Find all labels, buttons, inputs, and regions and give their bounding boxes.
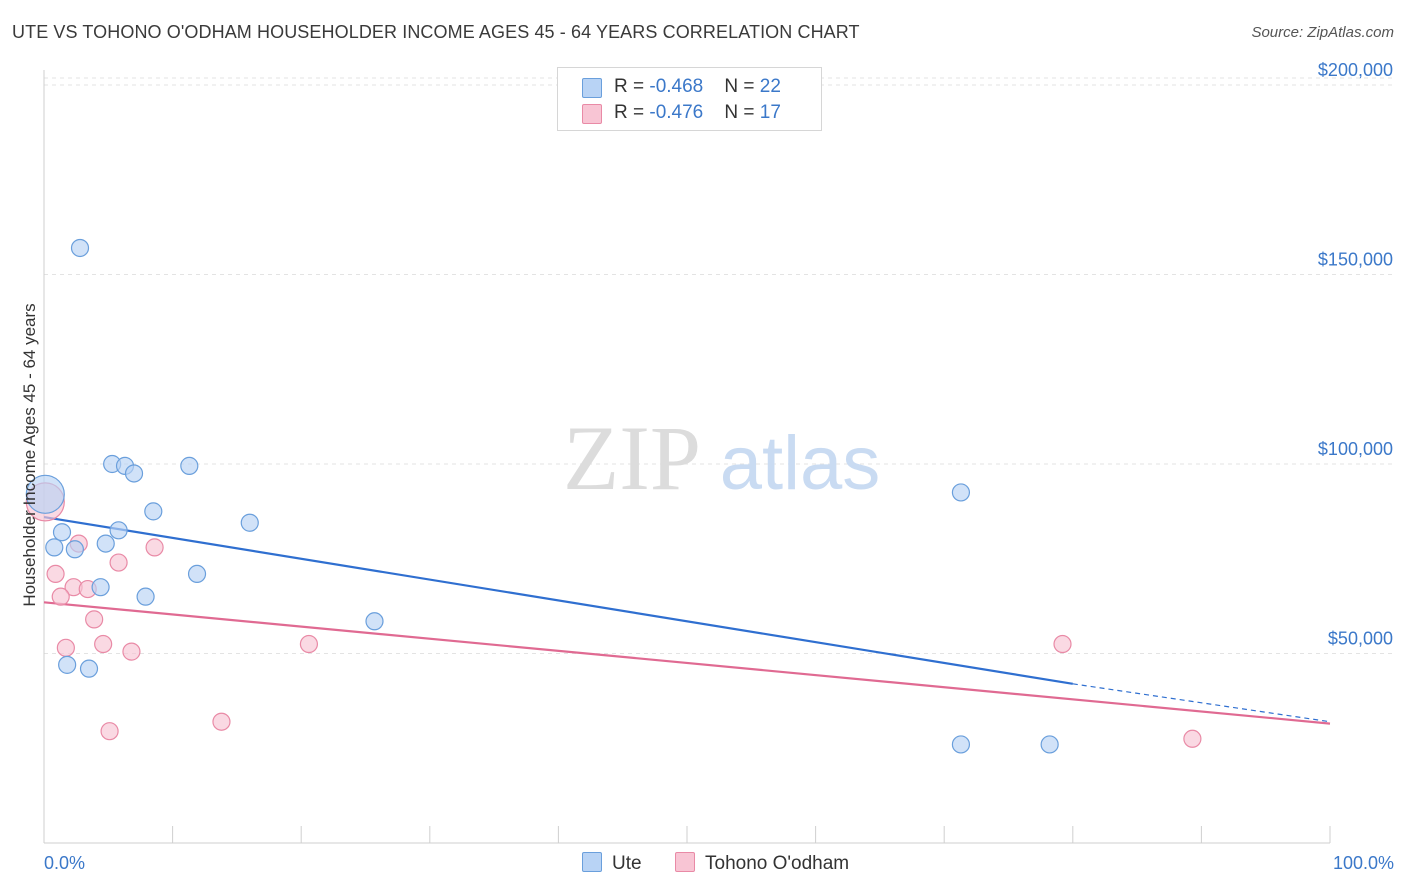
tohono-legend-swatch (675, 852, 695, 872)
tohono-point (100, 722, 119, 741)
tohono-point (1183, 729, 1202, 748)
grid-lines (44, 77, 1394, 654)
tohono-point (51, 587, 70, 606)
watermark-atlas: atlas (720, 421, 881, 506)
ute-point (951, 735, 971, 754)
y-tick-label: $150,000 (1318, 250, 1393, 270)
legend-r-value: -0.476 (649, 102, 704, 123)
tohono-point (46, 564, 65, 584)
legend-r-label: R = (614, 102, 650, 123)
ute-point (365, 612, 384, 631)
tohono-point (212, 712, 231, 731)
x-axis-max-label: 100.0% (1332, 853, 1394, 873)
source-credit: Source: ZipAtlas.com (1251, 24, 1394, 41)
legend-r-label: R = (614, 76, 650, 97)
watermark: ZIP atlas (563, 407, 880, 509)
tohono-swatch (582, 104, 602, 124)
tohono-point (299, 634, 319, 654)
tohono-legend-label: Tohono O'odham (705, 853, 850, 874)
ute-trend-extension (1072, 683, 1331, 723)
tohono-point (122, 642, 141, 661)
ute-point (187, 564, 207, 584)
y-tick-label: $200,000 (1318, 60, 1393, 80)
correlation-legend: R = -0.468 N = 22 R = -0.476 N = 17 (557, 67, 822, 131)
ute-point (144, 502, 163, 521)
y-tick-label: $50,000 (1328, 629, 1393, 649)
ute-point (70, 238, 90, 258)
ute-point (65, 540, 84, 559)
watermark-zip: ZIP (563, 407, 701, 509)
ute-point (45, 538, 64, 557)
legend-n-value: 22 (759, 76, 781, 97)
ute-point (124, 464, 144, 483)
bottom-legend-tohono: Tohono O'odham (675, 852, 849, 875)
ute-point (96, 534, 115, 553)
legend-n-value: 17 (759, 102, 781, 123)
tohono-point (56, 638, 75, 657)
ute-point (25, 474, 65, 514)
ute-point (180, 456, 199, 475)
ute-point (79, 659, 99, 678)
ute-point (136, 587, 155, 606)
y-axis-title: Householder Income Ages 45 - 64 years (20, 303, 39, 606)
x-axis-min-label: 0.0% (44, 853, 86, 873)
ute-legend-swatch (582, 852, 602, 872)
tohono-point (94, 634, 113, 654)
y-tick-label: $100,000 (1318, 439, 1393, 459)
ute-point (91, 578, 110, 597)
ute-trend-line (43, 515, 1073, 685)
ute-swatch (582, 78, 602, 98)
tohono-trend-line (43, 601, 1331, 725)
data-points (25, 238, 1202, 754)
ute-legend-label: Ute (612, 853, 642, 874)
bottom-legend-ute: Ute (582, 852, 642, 875)
axes: $50,000 $100,000 $150,000 $200,000 (43, 60, 1393, 844)
ute-point (240, 513, 259, 532)
ute-point (58, 655, 77, 674)
legend-r-value: -0.468 (649, 76, 704, 97)
legend-n-label: N = (724, 102, 760, 123)
chart-title: UTE VS TOHONO O'ODHAM HOUSEHOLDER INCOME… (12, 22, 860, 42)
legend-n-label: N = (724, 76, 760, 97)
tohono-point (1053, 634, 1072, 654)
ute-point (52, 523, 72, 542)
tohono-point (109, 553, 128, 572)
ute-point (1040, 735, 1059, 754)
trend-lines (43, 515, 1331, 725)
ute-point (951, 483, 971, 502)
ute-point (109, 521, 128, 540)
tohono-point (145, 538, 164, 557)
tohono-point (85, 610, 104, 629)
